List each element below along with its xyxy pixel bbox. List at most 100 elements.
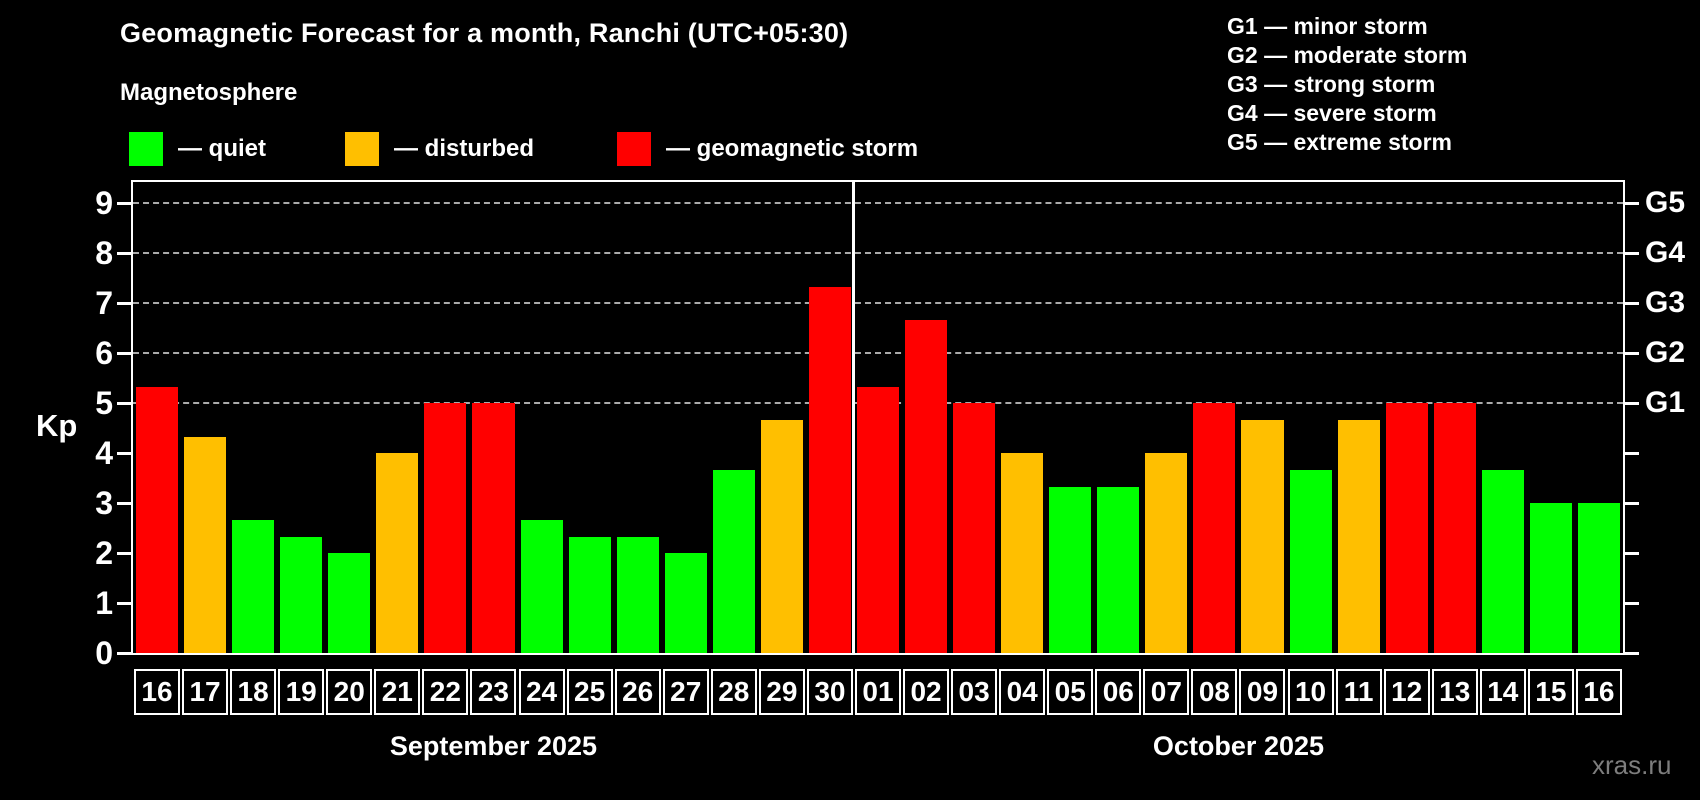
disturbed-color-swatch: [345, 132, 379, 166]
quiet-legend-label: — quiet: [178, 135, 266, 162]
day-label-18: 18: [230, 669, 277, 715]
right-tick-3: [1625, 501, 1639, 505]
day-label-07: 07: [1143, 669, 1190, 715]
kp-bar-day-07: [1145, 453, 1188, 653]
kp-bar-day-11: [1337, 419, 1380, 653]
kp-bar-day-08: [1193, 403, 1236, 653]
left-tick-2: [117, 551, 131, 555]
g-axis-label-g4: G4: [1645, 236, 1686, 269]
y-tick-label-9: 9: [95, 185, 113, 221]
right-tick-1: [1625, 601, 1639, 605]
storm-legend-label: — geomagnetic storm: [666, 135, 919, 162]
kp-bar-day-16: [1577, 503, 1620, 653]
kp-bar-day-20: [328, 553, 371, 653]
day-label-03: 03: [951, 669, 998, 715]
kp-bar-day-05: [1049, 486, 1092, 653]
left-tick-5: [117, 401, 131, 405]
right-tick-7: [1625, 301, 1639, 305]
gridline-kp-8: [133, 252, 1623, 254]
kp-bar-day-28: [712, 469, 755, 653]
y-tick-label-8: 8: [95, 235, 113, 271]
chart-subtitle: Magnetosphere: [120, 79, 298, 106]
day-label-16: 16: [1575, 669, 1622, 715]
y-tick-label-6: 6: [95, 335, 113, 371]
g-legend-line-1: G1 — minor storm: [1227, 13, 1428, 39]
right-tick-6: [1625, 351, 1639, 355]
kp-bar-day-15: [1529, 503, 1572, 653]
disturbed-legend-label: — disturbed: [394, 135, 535, 162]
kp-bar-day-22: [424, 403, 467, 653]
day-label-30: 30: [806, 669, 853, 715]
left-tick-6: [117, 351, 131, 355]
watermark: xras.ru: [1592, 750, 1672, 780]
kp-bar-day-18: [232, 519, 275, 653]
kp-bar-day-21: [376, 453, 419, 653]
day-label-11: 11: [1335, 669, 1382, 715]
day-label-16: 16: [134, 669, 180, 715]
y-tick-label-4: 4: [95, 435, 113, 471]
g-legend-line-4: G4 — severe storm: [1227, 100, 1437, 126]
kp-bar-day-09: [1241, 419, 1284, 653]
day-label-12: 12: [1383, 669, 1430, 715]
day-label-08: 08: [1191, 669, 1238, 715]
kp-bar-day-25: [568, 536, 611, 653]
g-axis-label-g2: G2: [1645, 336, 1686, 369]
legend-item-disturbed: — disturbed: [345, 132, 534, 166]
day-label-28: 28: [710, 669, 757, 715]
kp-bar-day-06: [1097, 486, 1140, 653]
day-label-20: 20: [326, 669, 373, 715]
left-tick-1: [117, 601, 131, 605]
storm-color-swatch: [617, 132, 651, 166]
right-tick-2: [1625, 551, 1639, 555]
plot-area: [131, 180, 1625, 655]
legend-item-quiet: — quiet: [129, 132, 266, 166]
kp-bar-day-23: [472, 403, 515, 653]
kp-bar-day-19: [280, 536, 323, 653]
kp-bar-day-01: [856, 386, 900, 653]
day-label-15: 15: [1527, 669, 1574, 715]
left-tick-9: [117, 201, 131, 205]
y-tick-label-1: 1: [95, 585, 113, 621]
kp-bar-day-17: [184, 436, 227, 653]
day-label-10: 10: [1287, 669, 1334, 715]
day-label-29: 29: [758, 669, 805, 715]
kp-bar-day-30: [808, 286, 851, 653]
legend-item-storm: — geomagnetic storm: [617, 132, 918, 166]
kp-bar-day-02: [905, 319, 948, 653]
g-axis-label-g3: G3: [1645, 286, 1686, 319]
g-axis-label-g5: G5: [1645, 186, 1686, 219]
right-tick-5: [1625, 401, 1639, 405]
y-tick-label-5: 5: [95, 385, 113, 421]
day-label-23: 23: [470, 669, 517, 715]
day-label-19: 19: [278, 669, 325, 715]
gridline-kp-6: [133, 352, 1623, 354]
left-tick-3: [117, 501, 131, 505]
day-label-09: 09: [1239, 669, 1286, 715]
kp-bar-day-16: [136, 386, 179, 653]
kp-bar-day-27: [664, 553, 707, 653]
g-legend-line-2: G2 — moderate storm: [1227, 42, 1468, 68]
day-label-13: 13: [1431, 669, 1478, 715]
kp-bar-day-10: [1289, 469, 1332, 653]
day-label-21: 21: [374, 669, 421, 715]
g-axis-label-g1: G1: [1645, 386, 1686, 419]
right-tick-8: [1625, 251, 1639, 255]
day-label-27: 27: [662, 669, 709, 715]
day-label-06: 06: [1095, 669, 1142, 715]
day-label-14: 14: [1479, 669, 1526, 715]
y-axis-label: Kp: [36, 408, 78, 443]
kp-bar-day-26: [616, 536, 659, 653]
month-separator-line: [852, 182, 856, 653]
day-label-26: 26: [614, 669, 661, 715]
day-label-22: 22: [422, 669, 469, 715]
y-tick-label-2: 2: [95, 535, 113, 571]
kp-bar-day-14: [1481, 469, 1524, 653]
quiet-color-swatch: [129, 132, 163, 166]
day-label-17: 17: [182, 669, 229, 715]
gridline-kp-9: [133, 202, 1623, 204]
left-tick-0: [117, 651, 131, 655]
kp-bar-day-03: [953, 403, 996, 653]
right-tick-4: [1625, 451, 1639, 455]
kp-bar-day-29: [760, 419, 803, 653]
